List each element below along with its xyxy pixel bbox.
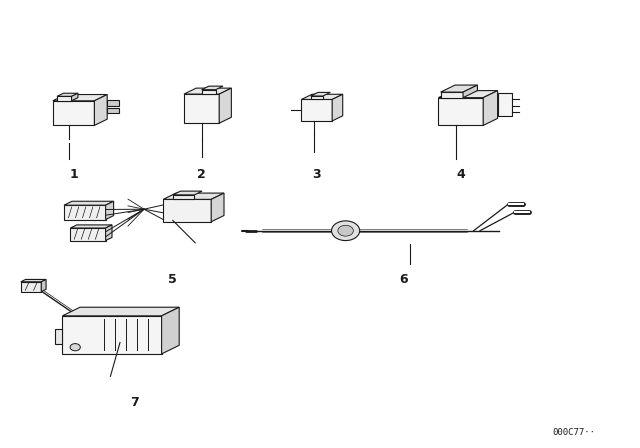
Text: 1: 1 — [69, 168, 78, 181]
Polygon shape — [173, 195, 195, 199]
Text: 6: 6 — [399, 273, 408, 286]
Polygon shape — [202, 90, 216, 94]
Polygon shape — [161, 307, 179, 354]
Polygon shape — [219, 88, 232, 123]
Polygon shape — [55, 329, 62, 345]
Polygon shape — [53, 101, 95, 125]
Polygon shape — [57, 93, 78, 96]
Polygon shape — [440, 92, 463, 98]
Polygon shape — [106, 225, 112, 241]
Circle shape — [338, 225, 353, 236]
Polygon shape — [202, 86, 223, 90]
Polygon shape — [163, 199, 211, 222]
Polygon shape — [20, 280, 46, 282]
Text: 5: 5 — [168, 273, 177, 286]
Text: 2: 2 — [197, 168, 206, 181]
Polygon shape — [106, 201, 114, 220]
Polygon shape — [440, 85, 477, 92]
Polygon shape — [211, 193, 224, 222]
Polygon shape — [108, 108, 119, 113]
Polygon shape — [53, 95, 108, 101]
Polygon shape — [184, 94, 219, 123]
Polygon shape — [41, 280, 46, 292]
Polygon shape — [108, 100, 119, 106]
Polygon shape — [62, 307, 179, 316]
Polygon shape — [301, 99, 332, 121]
Polygon shape — [310, 92, 330, 96]
Polygon shape — [70, 225, 112, 228]
Polygon shape — [95, 95, 108, 125]
Polygon shape — [173, 191, 202, 195]
Polygon shape — [72, 93, 78, 101]
Text: 000C77··: 000C77·· — [552, 428, 595, 437]
Circle shape — [332, 221, 360, 241]
Text: 7: 7 — [130, 396, 139, 409]
Polygon shape — [463, 85, 477, 98]
Text: 3: 3 — [312, 168, 321, 181]
Polygon shape — [301, 94, 343, 99]
Polygon shape — [438, 90, 497, 98]
Polygon shape — [332, 94, 343, 121]
Circle shape — [70, 344, 81, 351]
Polygon shape — [64, 201, 114, 205]
Polygon shape — [438, 98, 483, 125]
Polygon shape — [20, 282, 41, 292]
Polygon shape — [163, 193, 224, 199]
Polygon shape — [57, 96, 72, 101]
Polygon shape — [70, 228, 106, 241]
Polygon shape — [310, 96, 323, 99]
Polygon shape — [483, 90, 497, 125]
Polygon shape — [64, 205, 106, 220]
Polygon shape — [184, 88, 232, 94]
Text: 4: 4 — [456, 168, 465, 181]
Polygon shape — [62, 316, 161, 354]
Polygon shape — [497, 93, 512, 116]
